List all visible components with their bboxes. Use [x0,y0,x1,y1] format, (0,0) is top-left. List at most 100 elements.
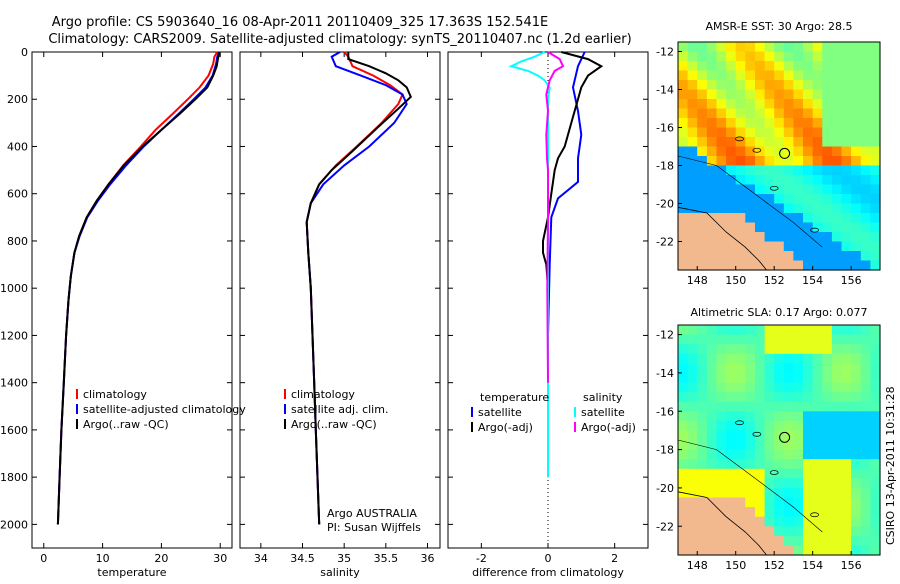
depth-tick-label: 1800 [0,471,28,484]
heatmap-cell [870,51,881,62]
heatmap-cell [755,99,766,110]
heatmap-cell [697,353,708,364]
heatmap-cell [726,478,737,489]
heatmap-cell [803,232,814,243]
temperature-legend-label: satellite-adjusted climatology [83,403,246,416]
heatmap-cell [831,222,843,233]
heatmap-cell [793,70,804,81]
heatmap-cell [726,175,737,186]
heatmap-cell [803,372,814,384]
heatmap-cell [822,165,833,176]
heatmap-cell [726,363,737,374]
heatmap-cell [735,51,746,62]
heatmap-cell [716,468,727,479]
heatmap-cell [831,165,843,176]
heatmap-cell [735,420,746,431]
heatmap-cell [812,251,823,262]
temperature-series-satellite-adjusted-climatology [56,51,221,525]
heatmap-cell [841,42,852,53]
heatmap-cell [726,203,737,214]
heatmap-cell [783,232,794,243]
heatmap-cell [812,535,823,546]
heatmap-cell [735,535,746,546]
reef-island [752,147,762,153]
heatmap-cell [745,372,756,384]
heatmap-cell [783,334,794,345]
heatmap-cell [870,535,881,546]
temperature-legend-label: Argo(..raw -QC) [83,418,169,431]
heatmap-cell [735,156,746,167]
heatmap-cell [812,51,823,62]
heatmap-cell [726,241,737,252]
heatmap-cell [812,156,823,167]
heatmap-cell [745,80,756,91]
heatmap-cell [764,175,775,186]
heatmap-cell [870,325,881,336]
heatmap-cell [764,108,775,119]
heatmap-cell [755,194,766,205]
heatmap-cell [822,127,833,138]
heatmap-cell [745,232,756,243]
temperature-legend-label: climatology [83,388,147,401]
depth-tick-label: 0 [21,46,28,59]
heatmap-cell [793,468,804,479]
heatmap-cell [745,70,756,81]
heatmap-cell [735,325,746,336]
heatmap-cell [783,241,794,252]
difference-xtick-label: -2 [476,552,487,565]
heatmap-cell [706,146,718,157]
heatmap-cell [793,232,804,243]
heatmap-cell [716,372,727,384]
heatmap-cell [822,430,833,441]
heatmap-cell [870,363,881,374]
heatmap-cell [774,526,785,537]
heatmap-cell [860,459,871,470]
heatmap-cell [822,241,833,252]
heatmap-cell [851,516,862,527]
heatmap-cell [851,487,862,499]
heatmap-cell [822,232,833,243]
heatmap-cell [851,61,862,72]
heatmap-cell [812,184,823,195]
float-annotation: PI: Susan Wijffels [327,521,421,534]
heatmap-cell [793,42,804,53]
heatmap-cell [716,146,727,157]
heatmap-cell [716,382,727,393]
heatmap-cell [735,334,746,345]
heatmap-cell [678,80,689,91]
heatmap-cell [755,137,766,148]
heatmap-cell [841,260,852,271]
depth-tick-label: 400 [7,140,28,153]
heatmap-cell [783,468,794,479]
heatmap-cell [822,334,833,345]
heatmap-cell [764,449,775,460]
heatmap-cell [678,478,689,489]
heatmap-cell [860,165,871,176]
heatmap-cell [851,42,862,53]
heatmap-cell [831,382,843,393]
heatmap-cell [697,449,708,460]
heatmap-cell [783,222,794,233]
heatmap-cell [851,146,862,157]
heatmap-cell [841,61,852,72]
reef-island [810,227,819,233]
heatmap-cell [745,184,756,195]
heatmap-cell [687,222,698,233]
heatmap-cell [735,440,746,451]
heatmap-cell [726,392,737,403]
heatmap-cell [774,175,785,186]
heatmap-cell [764,353,775,364]
heatmap-cell [678,440,689,451]
heatmap-cell [860,251,871,262]
heatmap-cell [735,175,746,186]
heatmap-cell [697,334,708,345]
salinity-legend-label: climatology [291,388,355,401]
heatmap-cell [678,165,689,176]
heatmap-cell [783,344,794,355]
heatmap-cell [678,334,689,345]
heatmap-cell [793,194,804,205]
heatmap-cell [687,459,698,470]
heatmap-cell [831,363,843,374]
heatmap-cell [726,507,737,518]
heatmap-cell [697,535,708,546]
